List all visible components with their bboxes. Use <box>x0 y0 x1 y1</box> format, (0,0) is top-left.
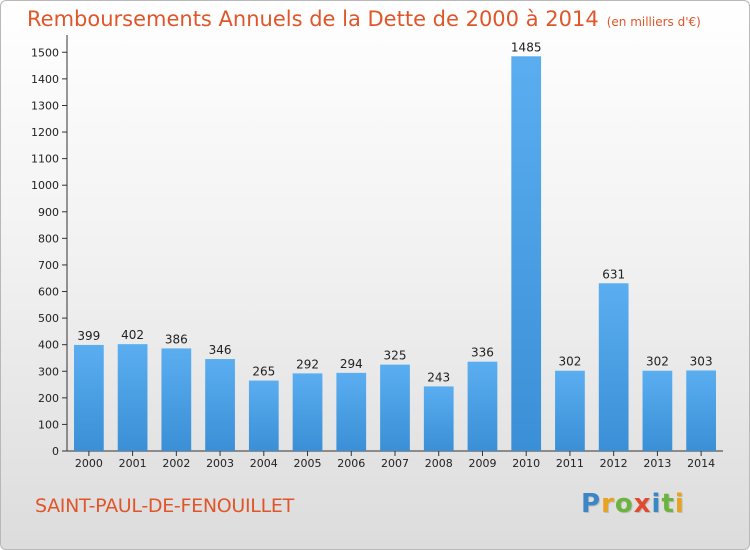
bar-2000 <box>73 344 104 451</box>
bar-2008 <box>423 386 454 451</box>
y-tick-label: 300 <box>38 365 59 378</box>
x-tick-label-2005: 2005 <box>294 457 322 470</box>
logo-letter: t <box>661 489 675 519</box>
x-tick-label-2011: 2011 <box>556 457 584 470</box>
logo-letter: o <box>614 489 634 519</box>
bar-2007 <box>380 364 410 451</box>
data-label-2002: 386 <box>165 332 188 346</box>
data-label-2006: 294 <box>340 357 363 371</box>
x-tick-label-2004: 2004 <box>250 457 278 470</box>
bar-2002 <box>161 348 192 451</box>
chart-subtitle: (en milliers d'€) <box>606 15 701 29</box>
x-tick-label-2006: 2006 <box>337 457 365 470</box>
data-label-2000: 399 <box>77 329 100 343</box>
bar-2014 <box>686 370 717 451</box>
bar-2004 <box>248 380 279 451</box>
x-tick-label-2000: 2000 <box>75 457 103 470</box>
data-label-2004: 265 <box>252 365 275 379</box>
bar-2005 <box>292 373 323 451</box>
bar-2011 <box>555 370 585 451</box>
x-tick-label-2008: 2008 <box>425 457 453 470</box>
y-tick-label: 1300 <box>31 99 59 112</box>
data-label-2010: 1485 <box>511 40 542 54</box>
logo-letter: r <box>601 489 615 519</box>
x-tick-label-2003: 2003 <box>206 457 234 470</box>
y-tick-label: 200 <box>38 392 59 405</box>
y-tick-label: 100 <box>38 418 59 431</box>
y-tick-label: 1400 <box>31 73 59 86</box>
y-tick-label: 800 <box>38 232 59 245</box>
x-tick-label-2001: 2001 <box>119 457 147 470</box>
y-tick-label: 1100 <box>31 153 59 166</box>
y-tick-label: 0 <box>52 445 59 458</box>
y-tick-label: 500 <box>38 312 59 325</box>
data-label-2005: 292 <box>296 357 319 371</box>
logo-letter: i <box>651 489 662 519</box>
x-tick-label-2009: 2009 <box>468 457 496 470</box>
data-label-2014: 303 <box>690 354 713 368</box>
chart-title: Remboursements Annuels de la Dette de 20… <box>27 7 701 31</box>
data-label-2009: 336 <box>471 346 494 360</box>
data-label-2003: 346 <box>209 343 232 357</box>
bar-2006 <box>336 372 367 451</box>
logo-letter: x <box>633 489 652 519</box>
data-label-2001: 402 <box>121 328 144 342</box>
data-label-2008: 243 <box>427 370 450 384</box>
bar-2003 <box>205 359 235 451</box>
bar-2012 <box>598 283 629 451</box>
y-tick-label: 600 <box>38 286 59 299</box>
bar-2001 <box>117 344 148 451</box>
data-label-2011: 302 <box>558 355 581 369</box>
logo-letter: P <box>581 489 602 519</box>
y-tick-label: 700 <box>38 259 59 272</box>
x-tick-label-2012: 2012 <box>600 457 628 470</box>
bar-2013 <box>642 370 673 451</box>
y-tick-label: 1000 <box>31 179 59 192</box>
bar-2010 <box>511 56 542 452</box>
x-tick-label-2007: 2007 <box>381 457 409 470</box>
y-tick-label: 400 <box>38 339 59 352</box>
data-label-2013: 302 <box>646 355 669 369</box>
y-tick-label: 1500 <box>31 46 59 59</box>
proxiti-logo: Proxiti <box>581 489 685 519</box>
logo-letter: i <box>674 489 685 519</box>
data-label-2007: 325 <box>384 349 407 363</box>
data-label-2012: 631 <box>602 267 625 281</box>
y-tick-label: 900 <box>38 206 59 219</box>
x-tick-label-2013: 2013 <box>643 457 671 470</box>
bar-2009 <box>467 361 498 451</box>
chart-title-text: Remboursements Annuels de la Dette de 20… <box>27 7 599 31</box>
x-tick-label-2010: 2010 <box>512 457 540 470</box>
y-tick-label: 1200 <box>31 126 59 139</box>
commune-name: SAINT-PAUL-DE-FENOUILLET <box>35 495 294 517</box>
x-tick-label-2002: 2002 <box>162 457 190 470</box>
x-tick-label-2014: 2014 <box>687 457 715 470</box>
